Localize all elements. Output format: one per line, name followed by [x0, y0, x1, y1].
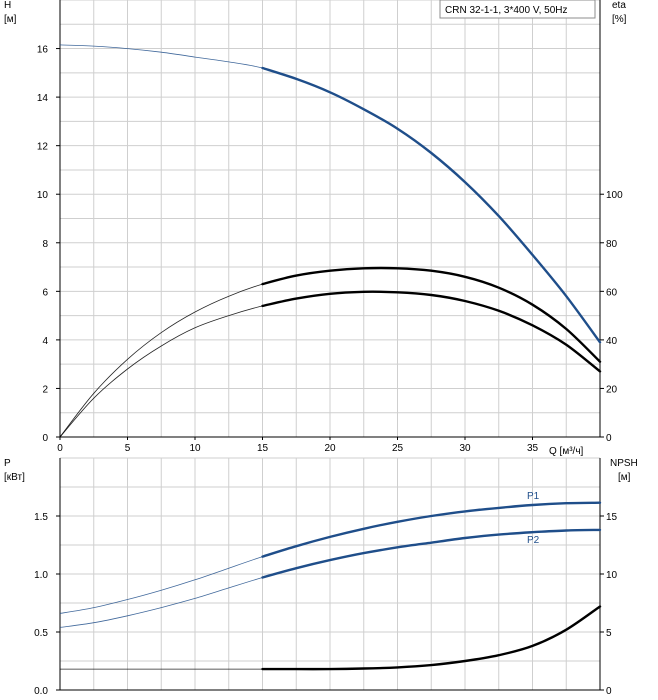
p2-series-label: P2	[527, 535, 540, 546]
tick-label-x: 0	[57, 443, 63, 454]
tick-label-right: 100	[606, 190, 623, 201]
legend-label: CRN 32-1-1, 3*400 V, 50Hz	[445, 5, 567, 16]
p1-series-label: P1	[527, 491, 540, 502]
p-axis-title: P	[4, 458, 11, 469]
npsh-axis-unit: [м]	[618, 472, 631, 483]
tick-label-right: 15	[606, 512, 618, 523]
tick-label-left: 1.0	[34, 570, 48, 581]
legend-box	[439, 0, 596, 19]
curves-layer	[59, 44, 602, 671]
tick-label-x: 25	[392, 443, 404, 454]
eta-axis-title: eta	[612, 0, 626, 11]
p1-curve-operating	[261, 501, 602, 558]
eta-lower-curve-operating	[261, 290, 602, 373]
tick-label-left: 10	[37, 190, 49, 201]
q-axis-title: Q [м³/ч]	[549, 446, 584, 457]
npsh-curve-operating	[261, 605, 602, 671]
p-axis-unit: [кВт]	[4, 472, 25, 483]
tick-label-right: 20	[606, 384, 618, 395]
h-axis-title: H	[4, 0, 11, 11]
tick-label-left: 2	[42, 384, 48, 395]
tick-label-x: 35	[527, 443, 539, 454]
tick-label-right: 10	[606, 570, 618, 581]
eta-axis-unit: [%]	[612, 14, 627, 25]
tick-label-left: 4	[42, 336, 48, 347]
tick-label-left: 0.5	[34, 628, 48, 639]
eta-upper-curve-operating	[261, 266, 602, 363]
npsh-axis-title: NPSH	[610, 458, 638, 469]
tick-label-left: 0	[42, 433, 48, 444]
tick-label-right: 80	[606, 239, 618, 250]
tick-label-left: 1.5	[34, 512, 48, 523]
tick-label-left: 8	[42, 239, 48, 250]
tick-label-x: 30	[459, 443, 471, 454]
h-curve-operating	[261, 66, 602, 344]
tick-label-right: 60	[606, 287, 618, 298]
tick-label-right: 40	[606, 336, 618, 347]
tick-label-left: 0.0	[34, 686, 48, 697]
tick-label-left: 6	[42, 287, 48, 298]
tick-label-left: 14	[37, 93, 49, 104]
tick-label-right: 5	[606, 628, 612, 639]
h-axis-unit: [м]	[4, 14, 17, 25]
tick-label-right: 0	[606, 686, 612, 697]
p2-curve-operating	[261, 528, 602, 579]
tick-label-x: 10	[189, 443, 201, 454]
tick-label-left: 12	[37, 142, 49, 153]
grid-layer	[60, 0, 600, 690]
tick-label-left: 16	[37, 45, 49, 56]
tick-label-x: 15	[257, 443, 269, 454]
tick-label-x: 5	[125, 443, 131, 454]
tick-label-right: 0	[606, 433, 612, 444]
tick-label-x: 20	[324, 443, 336, 454]
